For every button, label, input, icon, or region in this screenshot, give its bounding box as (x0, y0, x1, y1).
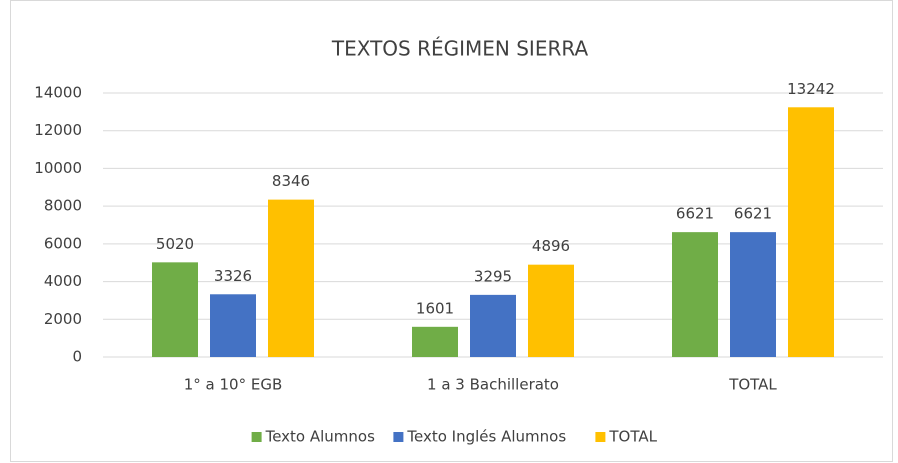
data-label: 8346 (272, 172, 310, 190)
bar (210, 294, 256, 357)
x-tick-label: 1 a 3 Bachillerato (427, 376, 559, 394)
legend-label: Texto Inglés Alumnos (406, 428, 566, 446)
data-label: 6621 (676, 205, 714, 223)
y-tick-label: 8000 (44, 197, 82, 215)
data-label: 6621 (734, 205, 772, 223)
bar (788, 107, 834, 357)
y-tick-label: 14000 (34, 84, 82, 102)
chart-frame (10, 0, 893, 462)
legend-swatch (393, 432, 404, 442)
y-tick-label: 6000 (44, 234, 82, 252)
legend-swatch (251, 432, 262, 442)
legend-label: Texto Alumnos (265, 428, 376, 446)
legend-label: TOTAL (608, 428, 657, 446)
x-tick-label: TOTAL (728, 376, 777, 394)
data-label: 3295 (474, 267, 512, 285)
bar (672, 232, 718, 357)
chart-title: TEXTOS RÉGIMEN SIERRA (331, 37, 589, 61)
data-label: 5020 (156, 235, 194, 253)
y-tick-label: 4000 (44, 272, 82, 290)
bar (730, 232, 776, 357)
y-tick-label: 12000 (34, 121, 82, 139)
data-label: 1601 (416, 299, 454, 317)
x-tick-label: 1° a 10° EGB (184, 376, 283, 394)
bar (152, 262, 198, 357)
y-tick-label: 10000 (34, 159, 82, 177)
y-tick-label: 2000 (44, 310, 82, 328)
bar (528, 264, 574, 357)
legend-swatch (595, 432, 606, 442)
bar (470, 294, 516, 357)
data-label: 4896 (532, 237, 570, 255)
data-label: 3326 (214, 267, 252, 285)
bar (268, 199, 314, 357)
bar (412, 326, 458, 357)
data-label: 13242 (787, 80, 835, 98)
y-tick-label: 0 (72, 348, 82, 366)
